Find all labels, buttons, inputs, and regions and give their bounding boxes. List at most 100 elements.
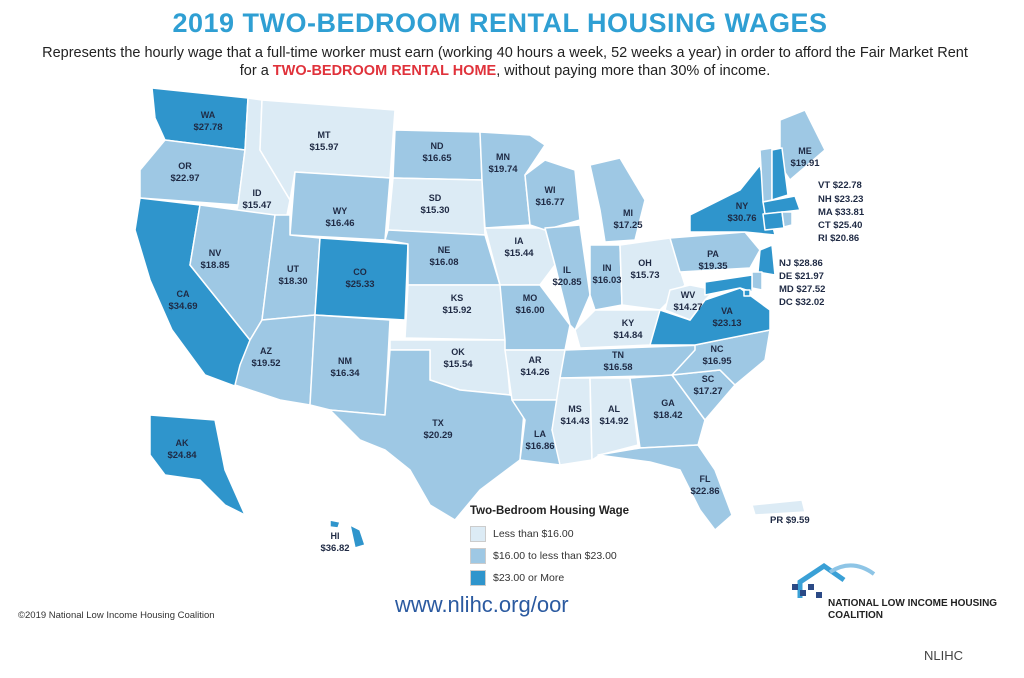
state-wage-wa: $27.78 — [193, 122, 222, 133]
state-wage-hi: $36.82 — [320, 543, 349, 554]
state-abbr-sc: SC — [702, 374, 715, 384]
state-in — [589, 244, 623, 311]
state-abbr-ks: KS — [451, 293, 464, 303]
state-abbr-la: LA — [534, 429, 546, 439]
state-me — [779, 109, 826, 181]
state-abbr-mi: MI — [623, 208, 633, 218]
state-wage-ut: $18.30 — [278, 276, 307, 287]
state-wage-ia: $15.44 — [504, 248, 534, 259]
state-nh — [771, 147, 789, 201]
state-abbr-ne: NE — [438, 245, 451, 255]
state-wage-ak: $24.84 — [167, 450, 197, 461]
state-wage-oh: $15.73 — [630, 270, 659, 281]
state-abbr-ga: GA — [661, 398, 675, 408]
state-wage-pa: $19.35 — [698, 261, 728, 272]
state-wage-wy: $16.46 — [325, 218, 354, 229]
state-wage-ky: $14.84 — [613, 330, 643, 341]
state-nc — [671, 329, 771, 386]
side-label-nh: NH $23.23 — [818, 194, 863, 205]
legend-label-high: $23.00 or More — [493, 572, 565, 584]
state-abbr-me: ME — [798, 146, 812, 156]
state-wage-tx: $20.29 — [423, 430, 452, 441]
state-abbr-wy: WY — [333, 206, 348, 216]
state-wage-ga: $18.42 — [653, 410, 682, 421]
state-abbr-or: OR — [178, 161, 192, 171]
state-abbr-pa: PA — [707, 249, 719, 259]
legend-swatch-high — [470, 570, 486, 586]
state-wage-mt: $15.97 — [309, 142, 338, 153]
side-label-de: DE $21.97 — [779, 271, 824, 282]
website-link[interactable]: www.nlihc.org/oor — [395, 592, 569, 617]
state-wage-or: $22.97 — [170, 173, 199, 184]
state-wage-tn: $16.58 — [603, 362, 632, 373]
state-wage-az: $19.52 — [251, 358, 280, 369]
state-al — [589, 377, 639, 461]
legend-item-low: Less than $16.00 — [470, 523, 710, 545]
state-abbr-wi: WI — [545, 185, 556, 195]
legend-label-mid: $16.00 to less than $23.00 — [493, 550, 617, 562]
state-abbr-sd: SD — [429, 193, 442, 203]
state-abbr-ut: UT — [287, 264, 299, 274]
state-wi — [524, 159, 581, 231]
state-co — [314, 237, 409, 321]
state-dc — [743, 289, 751, 297]
state-abbr-mn: MN — [496, 152, 510, 162]
state-pr — [751, 499, 806, 516]
org-logo: NATIONAL LOW INCOME HOUSING COALITION — [792, 560, 1002, 630]
state-ga — [629, 374, 706, 449]
state-wage-mi: $17.25 — [613, 220, 643, 231]
state-wage-wi: $16.77 — [535, 197, 564, 208]
state-abbr-ak: AK — [176, 438, 189, 448]
state-wage-al: $14.92 — [599, 416, 628, 427]
state-abbr-nm: NM — [338, 356, 352, 366]
copyright-text: ©2019 National Low Income Housing Coalit… — [18, 610, 215, 621]
side-label-pr: PR $9.59 — [770, 515, 810, 526]
state-abbr-ky: KY — [622, 318, 635, 328]
state-mi — [589, 157, 646, 243]
state-pa — [669, 231, 761, 273]
state-wv — [664, 284, 716, 321]
state-abbr-il: IL — [563, 265, 572, 275]
state-abbr-al: AL — [608, 404, 620, 414]
state-wage-in: $16.03 — [592, 275, 621, 286]
state-wage-nd: $16.65 — [422, 153, 452, 164]
state-abbr-ar: AR — [529, 355, 542, 365]
state-abbr-tx: TX — [432, 418, 444, 428]
subtitle-highlight: TWO-BEDROOM RENTAL HOME — [272, 63, 497, 79]
state-wage-mn: $19.74 — [488, 164, 518, 175]
state-abbr-nv: NV — [209, 248, 222, 258]
subtitle-text-2: , without paying more than 30% of income… — [496, 63, 771, 79]
state-wage-va: $23.13 — [712, 318, 741, 329]
map-subtitle: Represents the hourly wage that a full-t… — [40, 44, 970, 80]
state-wage-la: $16.86 — [525, 441, 554, 452]
state-ak — [149, 414, 246, 516]
state-abbr-ny: NY — [736, 201, 749, 211]
state-de — [751, 271, 763, 291]
state-fl — [597, 444, 733, 531]
state-wage-fl: $22.86 — [690, 486, 719, 497]
state-wage-ms: $14.43 — [560, 416, 589, 427]
state-wage-ok: $15.54 — [443, 359, 473, 370]
state-abbr-co: CO — [353, 267, 367, 277]
state-abbr-ms: MS — [568, 404, 582, 414]
state-abbr-hi: HI — [331, 531, 340, 541]
legend-swatch-low — [470, 526, 486, 542]
state-wage-ny: $30.76 — [727, 213, 756, 224]
state-ct — [762, 211, 785, 231]
state-vt — [759, 147, 773, 203]
state-abbr-nc: NC — [711, 344, 724, 354]
state-abbr-oh: OH — [638, 258, 652, 268]
state-hi — [329, 519, 366, 549]
state-wage-id: $15.47 — [242, 200, 271, 211]
legend-label-low: Less than $16.00 — [493, 528, 574, 540]
state-abbr-wv: WV — [681, 290, 696, 300]
state-ia — [484, 227, 556, 286]
side-label-ri: RI $20.86 — [818, 233, 859, 244]
side-label-vt: VT $22.78 — [818, 180, 862, 191]
image-credit: NLIHC — [924, 648, 964, 663]
state-wage-me: $19.91 — [790, 158, 820, 169]
state-abbr-id: ID — [253, 188, 263, 198]
state-wage-ar: $14.26 — [520, 367, 549, 378]
legend-item-high: $23.00 or More — [470, 567, 710, 589]
